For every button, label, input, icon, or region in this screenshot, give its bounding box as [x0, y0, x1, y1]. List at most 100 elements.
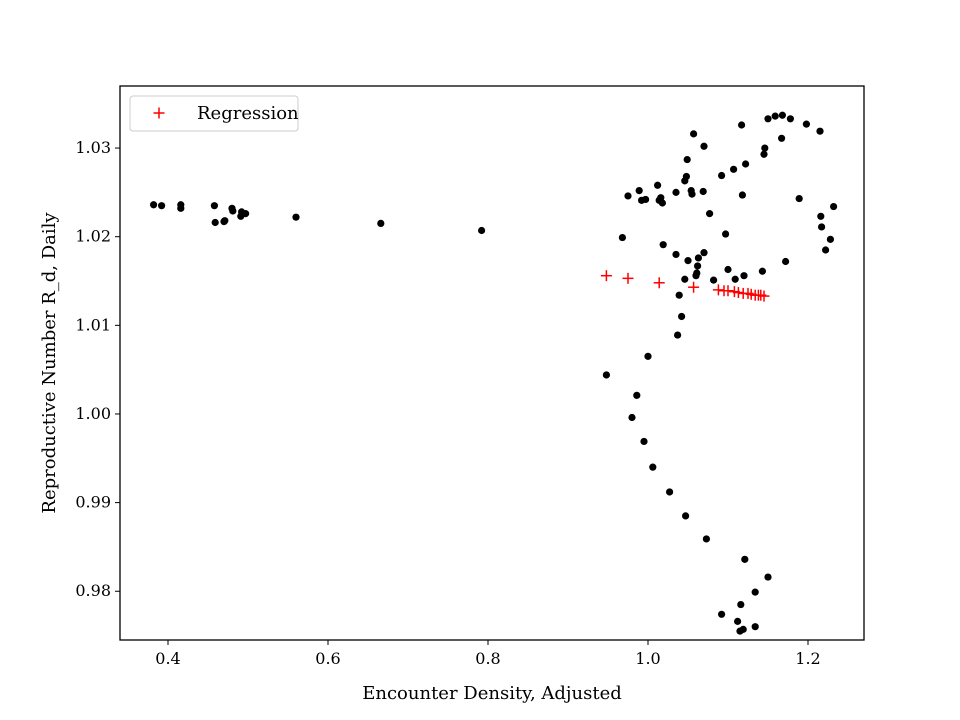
data-point [682, 512, 690, 520]
data-point [786, 115, 795, 123]
data-point [211, 218, 219, 227]
data-point [221, 217, 229, 225]
regression-point [688, 281, 700, 293]
data-point [694, 254, 703, 262]
plot-area [150, 111, 838, 635]
regression-point [622, 272, 634, 284]
data-point [674, 331, 682, 339]
data-point [158, 202, 166, 210]
data-point [672, 188, 680, 196]
data-point [700, 249, 708, 257]
data-point [740, 272, 748, 280]
axes-frame [119, 85, 865, 641]
data-point [771, 112, 779, 120]
data-point [681, 275, 689, 283]
data-point [760, 150, 768, 158]
data-point [377, 219, 385, 227]
data-point [764, 115, 772, 123]
y-tick-label: 1.01 [75, 315, 111, 334]
data-point [778, 111, 787, 119]
data-point [817, 212, 825, 220]
data-point [694, 262, 702, 270]
y-tick-label: 0.99 [75, 493, 111, 512]
data-point [722, 230, 730, 238]
data-point [718, 171, 726, 180]
data-point [700, 142, 708, 150]
data-point [734, 617, 742, 625]
data-point [730, 165, 738, 173]
data-point [718, 610, 726, 618]
series-observed [150, 111, 838, 635]
regression-point [712, 284, 724, 296]
data-point [742, 160, 750, 168]
y-tick-label: 0.98 [75, 581, 111, 600]
regression-point [722, 285, 734, 297]
regression-point [653, 277, 665, 289]
data-point [699, 187, 707, 196]
data-point [635, 186, 643, 195]
y-tick-label: 1.02 [75, 227, 111, 246]
y-tick-label: 1.03 [75, 138, 111, 157]
data-point [177, 204, 185, 212]
data-point [802, 120, 811, 128]
data-point [688, 190, 696, 198]
data-point [672, 250, 680, 259]
data-point [682, 172, 691, 181]
data-point [210, 202, 218, 210]
data-point [826, 235, 835, 243]
data-point [738, 191, 747, 199]
x-tick-label: 0.4 [155, 649, 180, 668]
data-point [602, 371, 611, 379]
data-point [242, 210, 250, 218]
y-tick-label: 1.00 [75, 404, 111, 423]
legend-regression-marker [153, 107, 165, 119]
data-point [628, 413, 636, 422]
data-point [751, 588, 759, 596]
data-point [830, 202, 838, 211]
data-point [690, 130, 698, 138]
data-point [764, 573, 772, 581]
data-point [702, 535, 711, 543]
data-point [739, 625, 747, 633]
data-point [782, 257, 790, 266]
data-point [659, 241, 667, 249]
data-point [658, 199, 667, 207]
data-point [678, 312, 686, 321]
data-point [758, 267, 767, 275]
data-point [724, 265, 732, 274]
regression-point [600, 270, 612, 282]
data-point [654, 181, 662, 189]
data-point [624, 192, 632, 200]
data-point [693, 269, 701, 277]
legend-regression-label: Regression [197, 103, 299, 124]
data-point [229, 207, 237, 215]
x-tick-label: 1.0 [635, 649, 660, 668]
data-point [292, 213, 300, 221]
data-point [649, 463, 657, 471]
data-point [731, 275, 739, 283]
data-point [741, 555, 749, 563]
data-point [683, 155, 691, 164]
x-tick-label: 1.2 [795, 649, 820, 668]
x-tick-label: 0.6 [315, 649, 340, 668]
data-point [633, 391, 641, 399]
series-regression [600, 270, 770, 302]
x-axis-label: Encounter Density, Adjusted [362, 683, 622, 704]
data-point [816, 127, 824, 135]
data-point [761, 144, 769, 152]
y-axis-ticks: 0.98 0.99 1.00 1.01 1.02 1.03 [75, 138, 120, 600]
data-point [644, 352, 652, 360]
x-tick-label: 0.8 [475, 649, 500, 668]
regression-point [732, 287, 744, 299]
data-point [738, 121, 746, 129]
data-point [778, 134, 786, 142]
data-point [478, 226, 486, 235]
data-point [675, 291, 683, 299]
data-point [737, 600, 745, 609]
legend: Regression [129, 95, 299, 132]
data-point [751, 623, 759, 631]
data-point [666, 488, 674, 496]
data-point [710, 276, 718, 284]
regression-point [758, 290, 770, 302]
